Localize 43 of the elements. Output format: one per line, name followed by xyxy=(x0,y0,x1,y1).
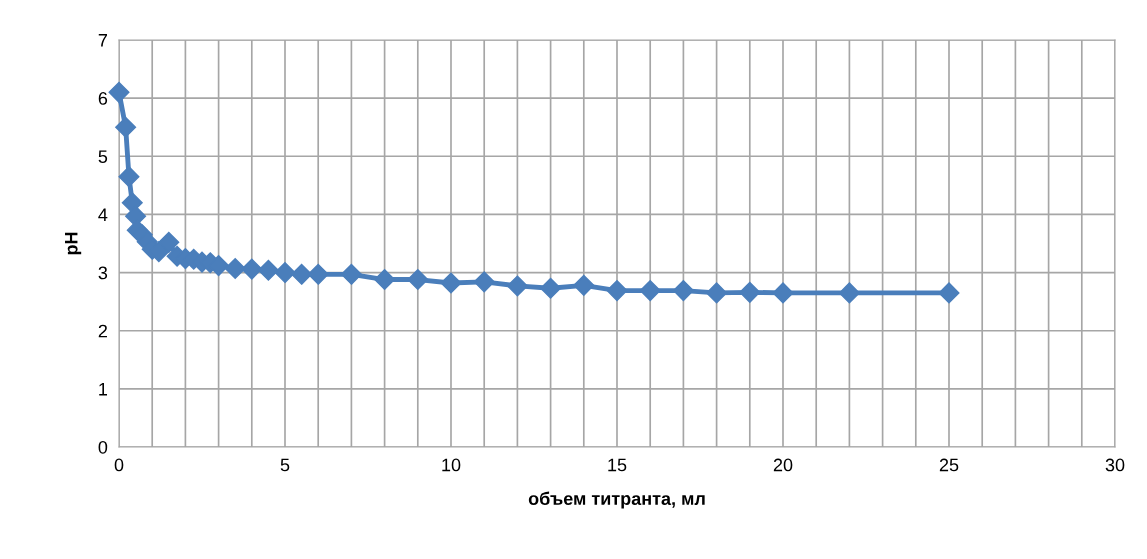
point xyxy=(241,258,263,280)
point xyxy=(108,81,130,103)
x-tick-label: 20 xyxy=(773,458,793,472)
y-tick-label: 1 xyxy=(99,382,108,396)
x-tick-label: 10 xyxy=(442,458,461,472)
point xyxy=(158,231,180,253)
y-tick-label: 4 xyxy=(98,208,108,221)
point xyxy=(772,282,794,304)
x-tick-label: 15 xyxy=(608,458,627,472)
point xyxy=(639,280,661,302)
y-tick-label: 2 xyxy=(98,324,107,338)
point xyxy=(606,280,628,302)
point xyxy=(573,274,595,296)
point xyxy=(291,263,313,285)
point xyxy=(540,277,562,299)
x-axis-title: объем титранта, мл xyxy=(528,491,705,509)
point xyxy=(118,166,140,188)
point xyxy=(115,116,137,138)
point xyxy=(938,282,960,304)
y-tick-label: 3 xyxy=(98,266,108,280)
point xyxy=(440,272,462,294)
y-tick-label: 0 xyxy=(98,440,108,454)
y-tick-label: 6 xyxy=(98,92,108,105)
point xyxy=(340,263,362,285)
x-tick-label: 25 xyxy=(939,458,959,472)
point xyxy=(257,259,279,281)
point xyxy=(374,269,396,291)
point xyxy=(506,275,528,297)
x-tick-label: 30 xyxy=(1105,458,1125,472)
y-tick-label: 7 xyxy=(98,34,107,47)
y-tick-label: 5 xyxy=(98,150,108,164)
x-tick-label: 0 xyxy=(114,458,124,472)
y-axis-title: pH xyxy=(65,232,82,255)
point xyxy=(307,263,329,285)
point xyxy=(473,271,495,293)
point xyxy=(739,281,761,303)
point xyxy=(224,257,246,280)
point xyxy=(706,282,728,304)
point xyxy=(672,280,694,302)
point xyxy=(274,262,296,284)
x-tick-label: 5 xyxy=(280,458,290,472)
point xyxy=(838,282,860,304)
point xyxy=(407,269,429,291)
